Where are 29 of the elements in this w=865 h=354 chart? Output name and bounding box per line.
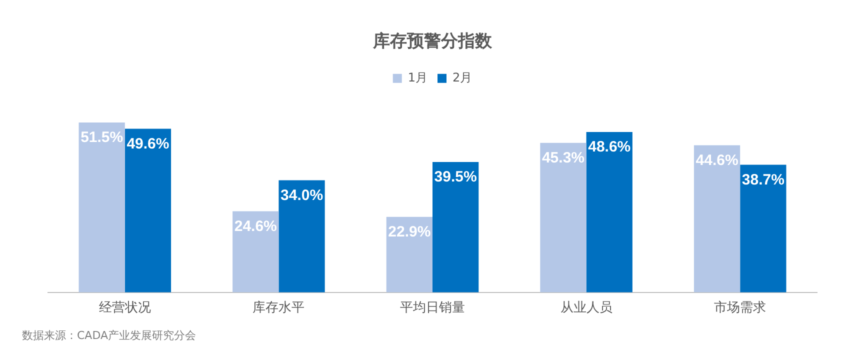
bar <box>540 142 586 292</box>
data-label: 34.0% <box>280 186 324 204</box>
data-label: 22.9% <box>388 223 431 240</box>
x-tick-label: 库存水平 <box>252 300 305 316</box>
chart-title: 库存预警分指数 <box>372 32 493 52</box>
data-label: 39.5% <box>434 168 477 186</box>
bar <box>124 128 172 292</box>
data-label: 45.3% <box>542 150 585 167</box>
legend-label: 2月 <box>452 70 472 85</box>
data-label: 48.6% <box>588 138 631 156</box>
bar <box>432 162 479 292</box>
bar <box>78 122 125 292</box>
x-tick-label: 经营状况 <box>98 300 151 316</box>
x-tick-label: 从业人员 <box>560 300 612 316</box>
data-label: 49.6% <box>126 135 170 152</box>
bar <box>586 132 632 292</box>
data-label: 24.6% <box>234 218 277 235</box>
data-label: 44.6% <box>696 152 738 169</box>
x-tick-label: 平均日销量 <box>400 300 465 316</box>
bar <box>694 145 740 292</box>
source-note: 数据来源：CADA产业发展研究分会 <box>21 328 198 343</box>
bar <box>278 180 325 292</box>
bar <box>740 164 786 292</box>
bar <box>386 216 432 292</box>
x-tick-label: 市场需求 <box>714 300 766 316</box>
data-label: 51.5% <box>80 129 124 146</box>
data-label: 38.7% <box>742 171 784 188</box>
legend-label: 1月 <box>408 70 428 85</box>
bar <box>232 211 279 292</box>
